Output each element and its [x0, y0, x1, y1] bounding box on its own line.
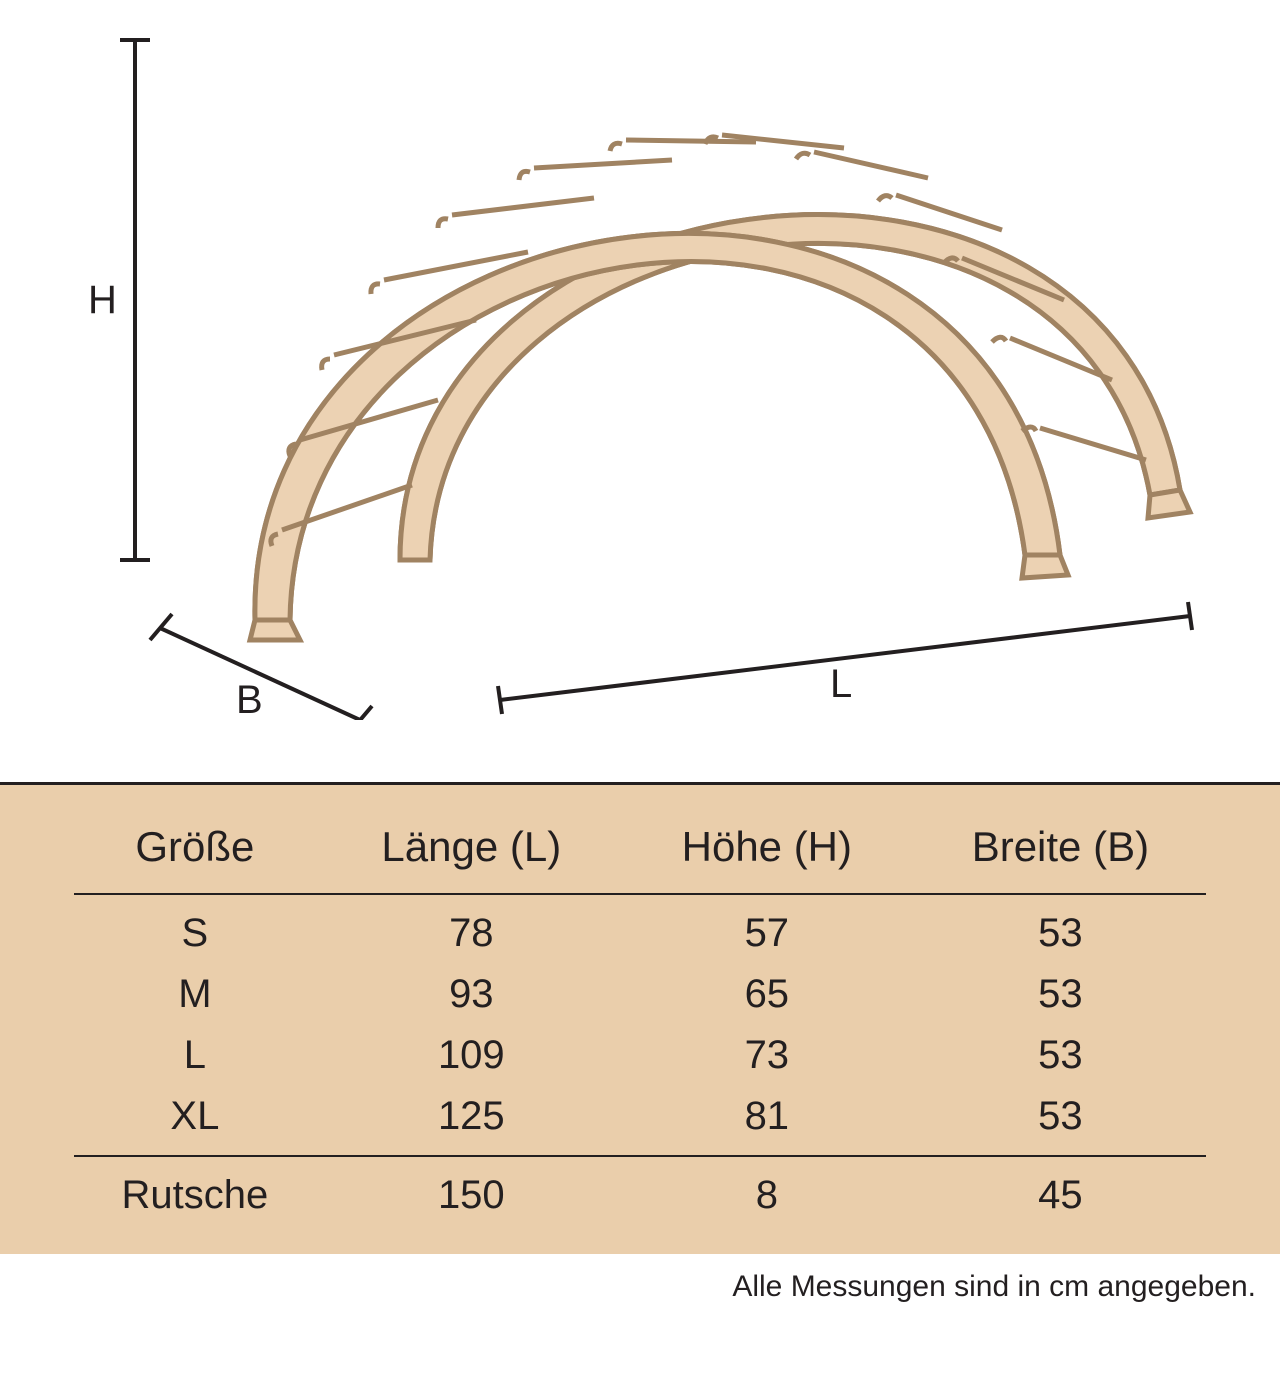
- table-cell: L: [70, 1025, 320, 1086]
- table-cell: 65: [623, 964, 911, 1025]
- dimension-table: Größe Länge (L) Höhe (H) Breite (B) S785…: [70, 813, 1210, 1226]
- table-cell: S: [70, 903, 320, 964]
- col-length: Länge (L): [320, 813, 623, 885]
- table-row: L1097353: [70, 1025, 1210, 1086]
- table-cell: 53: [911, 964, 1210, 1025]
- table-row: M936553: [70, 964, 1210, 1025]
- table-cell: 53: [911, 1025, 1210, 1086]
- table-cell: 81: [623, 1086, 911, 1147]
- table-cell: 109: [320, 1025, 623, 1086]
- table-body: S785753M936553L1097353XL1258153: [70, 903, 1210, 1147]
- table-cell: 53: [911, 1086, 1210, 1147]
- table-row: XL1258153: [70, 1086, 1210, 1147]
- table-row: S785753: [70, 903, 1210, 964]
- length-dim-label: L: [830, 662, 852, 707]
- col-size: Größe: [70, 813, 320, 885]
- cell-size: Rutsche: [70, 1165, 320, 1226]
- table-cell: 93: [320, 964, 623, 1025]
- cell-height: 8: [623, 1165, 911, 1226]
- table-header-row: Größe Länge (L) Höhe (H) Breite (B): [70, 813, 1210, 885]
- table-footer-row: Rutsche 150 8 45: [70, 1165, 1210, 1226]
- table-rule-top: [74, 893, 1206, 895]
- arch-svg: [0, 0, 1280, 720]
- table-cell: 73: [623, 1025, 911, 1086]
- product-diagram: H B L: [0, 0, 1280, 650]
- table-rule-bottom: [74, 1155, 1206, 1157]
- table-cell: 125: [320, 1086, 623, 1147]
- width-dim-label: B: [236, 678, 263, 723]
- dimension-table-panel: Größe Länge (L) Höhe (H) Breite (B) S785…: [0, 782, 1280, 1254]
- table-cell: XL: [70, 1086, 320, 1147]
- cell-width: 45: [911, 1165, 1210, 1226]
- table-cell: 78: [320, 903, 623, 964]
- page: H B L Größe Länge (L) Höhe (H) Breite (B…: [0, 0, 1280, 1380]
- height-dim-label: H: [88, 278, 117, 323]
- col-height: Höhe (H): [623, 813, 911, 885]
- table-cell: M: [70, 964, 320, 1025]
- col-width: Breite (B): [911, 813, 1210, 885]
- footnote: Alle Messungen sind in cm angegeben.: [732, 1270, 1256, 1304]
- cell-length: 150: [320, 1165, 623, 1226]
- table-cell: 57: [623, 903, 911, 964]
- table-cell: 53: [911, 903, 1210, 964]
